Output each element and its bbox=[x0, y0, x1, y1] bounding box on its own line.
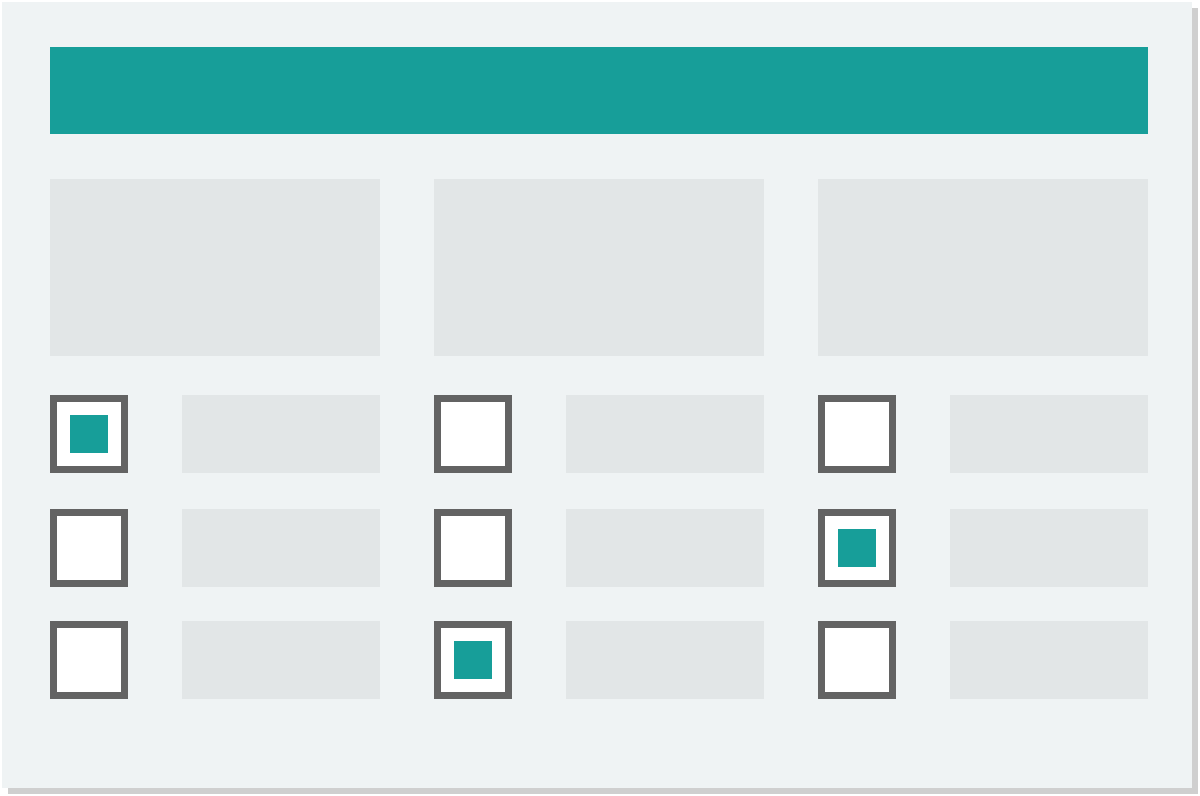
panel-2 bbox=[434, 179, 764, 356]
panel-3 bbox=[818, 179, 1148, 356]
option-label-c3-r1 bbox=[950, 395, 1148, 473]
checkbox-checkmark bbox=[70, 415, 108, 453]
checkbox-c1-r3[interactable] bbox=[50, 621, 128, 699]
checkbox-c2-r1[interactable] bbox=[434, 395, 512, 473]
header-bar bbox=[50, 47, 1148, 134]
option-label-c1-r2 bbox=[182, 509, 380, 587]
checkbox-c3-r1[interactable] bbox=[818, 395, 896, 473]
form-card bbox=[2, 2, 1192, 788]
option-label-c3-r2 bbox=[950, 509, 1148, 587]
option-label-c2-r1 bbox=[566, 395, 764, 473]
option-label-c2-r3 bbox=[566, 621, 764, 699]
checkbox-c1-r2[interactable] bbox=[50, 509, 128, 587]
checkbox-checkmark bbox=[454, 641, 492, 679]
panel-1 bbox=[50, 179, 380, 356]
checkbox-c3-r3[interactable] bbox=[818, 621, 896, 699]
option-label-c1-r1 bbox=[182, 395, 380, 473]
option-label-c3-r3 bbox=[950, 621, 1148, 699]
checkbox-c1-r1[interactable] bbox=[50, 395, 128, 473]
checkbox-checkmark bbox=[838, 529, 876, 567]
checkbox-c2-r2[interactable] bbox=[434, 509, 512, 587]
checkbox-c3-r2[interactable] bbox=[818, 509, 896, 587]
option-label-c1-r3 bbox=[182, 621, 380, 699]
checkbox-c2-r3[interactable] bbox=[434, 621, 512, 699]
option-label-c2-r2 bbox=[566, 509, 764, 587]
